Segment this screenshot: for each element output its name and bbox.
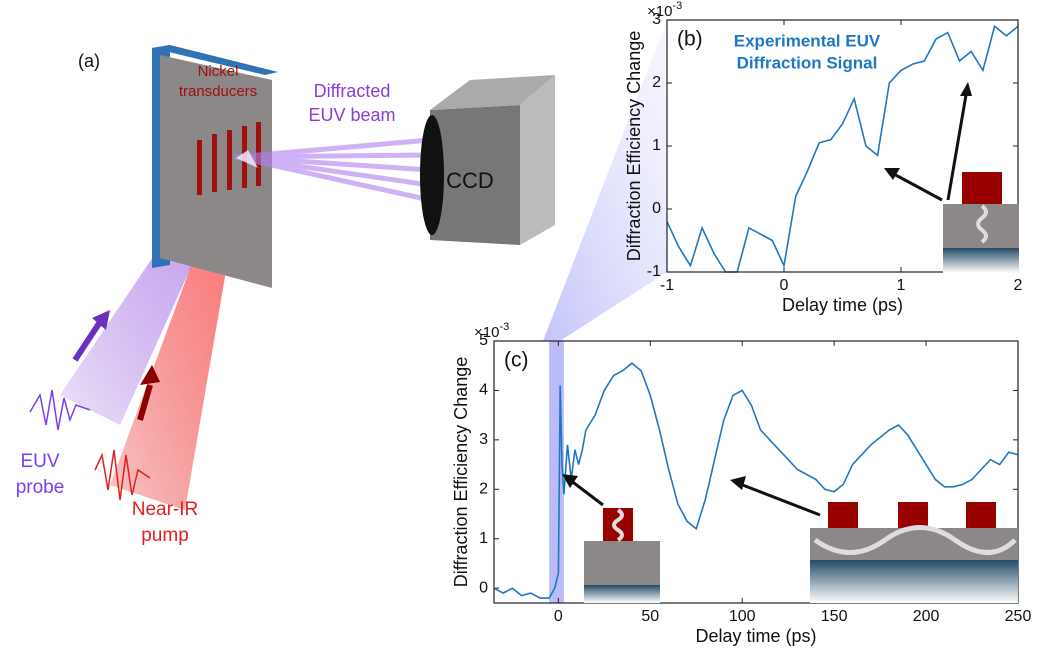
probe-label: probe bbox=[16, 477, 65, 498]
ccd-side bbox=[520, 75, 555, 245]
x-axis-label: Delay time (ps) bbox=[782, 295, 903, 315]
y-tick-label: 0 bbox=[479, 579, 488, 596]
y-tick-label: 2 bbox=[652, 74, 661, 91]
panel-label: (c) bbox=[504, 349, 529, 372]
zoom-cone bbox=[543, 20, 667, 341]
y-tick-label: 4 bbox=[479, 382, 488, 399]
beam-label: Diffracted bbox=[314, 81, 391, 101]
x-tick-label: 0 bbox=[780, 277, 789, 294]
x-tick-label: 0 bbox=[554, 608, 563, 625]
x-tick-label: 150 bbox=[821, 608, 848, 625]
highlight-band bbox=[549, 341, 564, 603]
x-tick-label: 2 bbox=[1014, 277, 1023, 294]
panel-label: (b) bbox=[677, 28, 703, 51]
x-tick-label: 100 bbox=[729, 608, 756, 625]
x-tick-label: 250 bbox=[1005, 608, 1032, 625]
x-tick-label: -1 bbox=[660, 277, 674, 294]
y-tick-label: 2 bbox=[479, 481, 488, 498]
probe-label: EUV bbox=[20, 451, 59, 472]
exponent-power: -3 bbox=[672, 0, 682, 12]
setup-diagram: (a) Nickel transducers Diffracted EUV be… bbox=[16, 45, 555, 546]
x-tick-label: 1 bbox=[897, 277, 906, 294]
x-tick-label: 200 bbox=[913, 608, 940, 625]
y-tick-label: 1 bbox=[479, 530, 488, 547]
ccd-lens bbox=[420, 115, 444, 235]
axis-exponent: ×10-3 bbox=[647, 0, 682, 20]
pump-label: Near-IR bbox=[132, 499, 199, 520]
exponent-power: -3 bbox=[499, 321, 509, 333]
x-axis-label: Delay time (ps) bbox=[695, 626, 816, 646]
annotation: Experimental EUV bbox=[734, 31, 881, 50]
transducer-label: Nickel bbox=[198, 63, 239, 80]
exponent-base: ×10 bbox=[647, 3, 672, 20]
y-tick-label: 0 bbox=[652, 200, 661, 217]
pump-label: pump bbox=[141, 525, 189, 546]
y-axis-label: Diffraction Efficiency Change bbox=[451, 357, 471, 587]
exponent-base: ×10 bbox=[474, 324, 499, 341]
beam-label: EUV beam bbox=[308, 105, 395, 125]
figure: (a) Nickel transducers Diffracted EUV be… bbox=[0, 0, 1038, 664]
detector-label: CCD bbox=[446, 168, 494, 193]
y-tick-label: -1 bbox=[647, 263, 661, 280]
axis-exponent: ×10-3 bbox=[474, 321, 509, 341]
y-tick-label: 1 bbox=[652, 137, 661, 154]
y-tick-label: 3 bbox=[479, 431, 488, 448]
transducer-label: transducers bbox=[179, 83, 257, 100]
y-axis-label: Diffraction Efficiency Change bbox=[624, 31, 644, 261]
x-tick-label: 50 bbox=[641, 608, 659, 625]
panel-label: (a) bbox=[78, 51, 100, 71]
annotation: Diffraction Signal bbox=[737, 53, 878, 72]
